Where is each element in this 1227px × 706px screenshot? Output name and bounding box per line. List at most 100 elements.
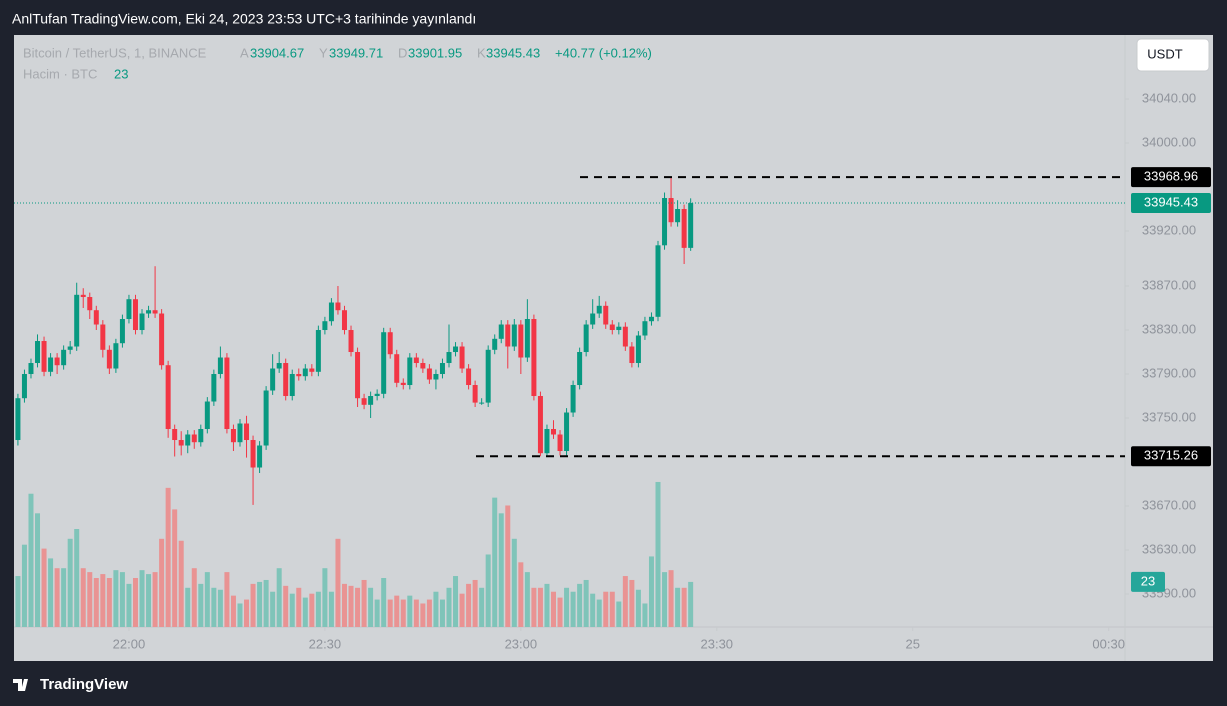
candle-body [550,429,556,435]
plot [15,177,694,627]
candle-body [688,203,694,248]
ohlc-value: 33901.95 [408,45,462,60]
candle-body [289,374,295,397]
candle-body [387,332,393,355]
candle-body [524,319,530,358]
volume-bar [257,581,263,627]
candle-body [54,357,60,366]
candle-body [564,412,570,452]
candle-body [21,374,27,399]
volume-bar [211,587,217,627]
volume-bar [289,593,295,627]
candle-body [603,305,609,325]
volume-bar [80,568,86,627]
candle-body [361,398,367,405]
candle-body [433,374,439,380]
candle-body [67,346,73,350]
volume-bar [662,572,668,627]
candle-body [642,321,648,336]
candle-body [80,294,86,298]
candle-body [48,357,54,372]
volume-bar [341,583,347,627]
candle-body [662,198,668,246]
volume-bar [374,599,380,627]
candle-body [211,374,217,402]
x-tick-label: 23:00 [505,636,538,651]
volume-bar [250,583,256,627]
volume-bar [557,597,563,627]
candle-body [466,368,472,386]
footer-brand: TradingView [40,676,128,693]
volume-bar [41,548,47,627]
volume-bar [263,579,269,627]
candle-body [250,440,256,468]
candle-body [217,357,223,375]
candle-body [426,368,432,380]
volume-bar [433,591,439,627]
candle-body [616,326,622,331]
ohlc-value: 33945.43 [486,45,540,60]
volume-bar [537,587,543,627]
candle-body [270,368,276,391]
volume-bar [172,509,178,627]
volume-bar [453,576,459,627]
currency-button[interactable] [1136,38,1210,72]
volume-bar [35,513,41,627]
last-price-tag [1131,193,1211,214]
candle-body [655,245,661,317]
volume-bar [479,587,485,627]
volume-bar [276,568,282,627]
level-tag [1131,446,1211,467]
y-tick-label: 33750.00 [1142,409,1196,424]
candle-body [191,434,197,443]
volume-bar [185,587,191,627]
candle-body [106,349,112,369]
candle-body [348,330,354,353]
candle-body [420,363,426,369]
level-label: 33968.96 [1144,169,1198,184]
candle-body [511,324,517,347]
volume-bar [609,591,615,627]
currency-label[interactable]: USDT [1147,46,1182,61]
candle-body [204,401,210,430]
candle-body [152,310,158,314]
volume-bar [688,581,694,627]
volume-bar [505,505,511,627]
candle-body [244,423,250,441]
volume-bar [270,591,276,627]
volume-bar [119,572,125,627]
volume-bar [511,538,517,627]
candle-body [557,434,563,452]
candle-body [498,324,504,339]
volume-bar [244,599,250,627]
volume-bar [466,583,472,627]
volume-bar [296,587,302,627]
volume-bar [498,513,504,627]
volume-bar [675,587,681,627]
level-tag [1131,167,1211,188]
candle-body [309,368,315,372]
logo-icon [13,679,28,691]
candle-body [237,423,243,443]
volume-bar [635,589,641,627]
volume-bar [583,579,589,627]
ohlc-value: 33949.71 [329,45,383,60]
symbol: Bitcoin / TetherUS, 1, BINANCE [23,45,207,60]
candle-body [93,310,99,325]
candle-body [453,346,459,353]
candle-body [165,365,171,430]
candle-body [178,440,184,446]
volume-bar [368,587,374,627]
y-tick-label: 33830.00 [1142,321,1196,336]
volume-bar [590,593,596,627]
candle-body [675,209,681,223]
volume-bar [224,572,230,627]
volume-bar [596,599,602,627]
candle-body [61,349,67,366]
volume-bar [668,570,674,627]
volume-bar [577,583,583,627]
volume-bar [113,570,119,627]
candle-body [485,349,491,403]
volume-bar [159,538,165,627]
